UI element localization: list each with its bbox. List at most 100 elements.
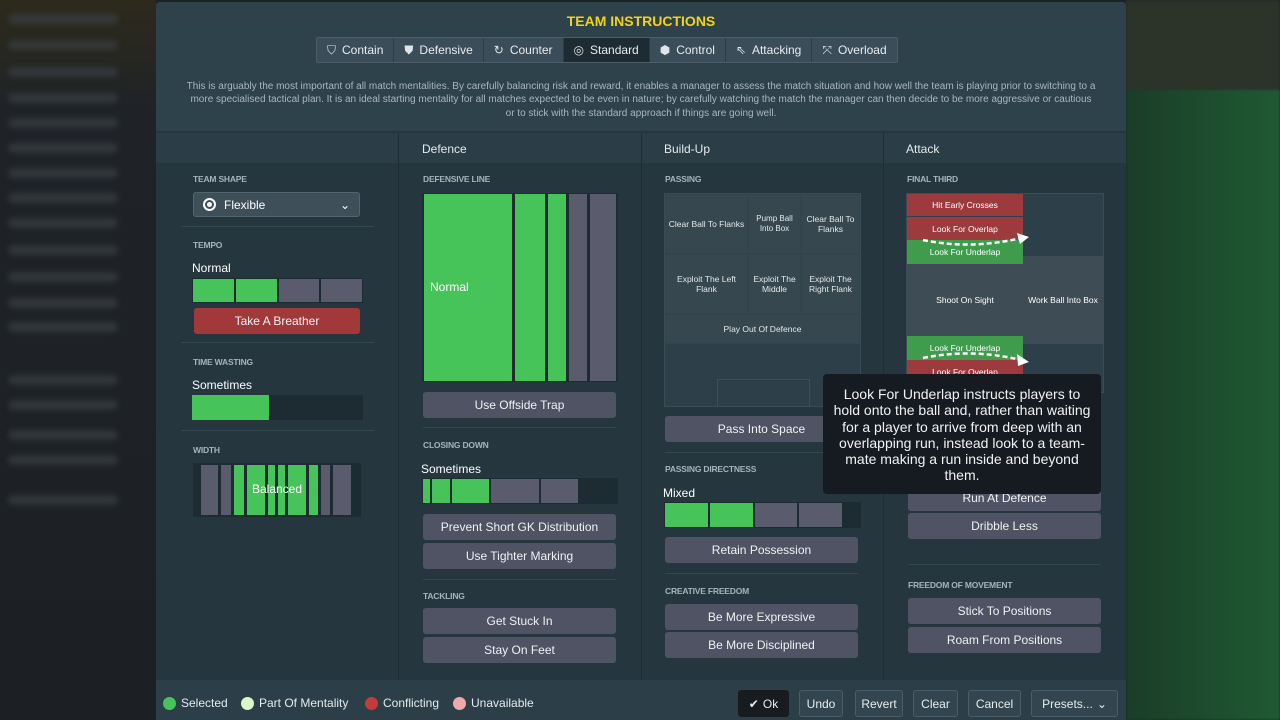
look-for-overlap-top[interactable]: Look For Overlap [907, 217, 1023, 240]
passing-directness-value: Mixed [663, 486, 696, 500]
tab-standard[interactable]: ◎ Standard [563, 38, 650, 62]
tab-overload[interactable]: ⤧ Overload [812, 38, 896, 62]
defensive-line-slider[interactable]: Normal [422, 193, 618, 382]
slider-segment [321, 279, 362, 302]
tab-label: Contain [342, 43, 384, 57]
balance-icon: ◎ [573, 43, 585, 57]
team-shape-label: TEAM SHAPE [193, 174, 247, 184]
passing-directness-label: PASSING DIRECTNESS [665, 464, 757, 474]
passing-pitch: Clear Ball To Flanks Pump Ball Into Box … [664, 193, 861, 407]
legend-label: Selected [181, 696, 228, 710]
pump-ball-into-box[interactable]: Pump Ball Into Box [748, 194, 801, 254]
checkmark-icon: ✔ [748, 696, 759, 711]
slider-segment [278, 279, 320, 302]
play-out-of-defence[interactable]: Play Out Of Defence [665, 314, 860, 344]
roam-from-positions-button[interactable]: Roam From Positions [908, 627, 1101, 653]
undo-button[interactable]: Undo [799, 690, 843, 717]
divider [423, 427, 616, 428]
creative-freedom-label: CREATIVE FREEDOM [665, 586, 750, 596]
red-dot-icon [365, 696, 378, 710]
hit-early-crosses[interactable]: Hit Early Crosses [907, 194, 1023, 216]
column-title-attack: Attack [906, 142, 940, 156]
clear-ball-to-flanks-right[interactable]: Clear Ball To Flanks [801, 194, 860, 254]
divider [398, 133, 399, 682]
tab-control[interactable]: ⬢ Control [650, 38, 726, 62]
dialog-title: TEAM INSTRUCTIONS [566, 13, 716, 29]
dribble-less-button[interactable]: Dribble Less [908, 513, 1101, 539]
team-shape-dropdown[interactable]: Flexible ⌄ [193, 192, 360, 217]
divider [665, 452, 858, 453]
mentality-tabs: ⛉ Contain ⛊ Defensive ↻ Counter ◎ Standard ⬢… [316, 37, 898, 63]
team-shape-value: Flexible [224, 197, 266, 212]
width-slider[interactable]: Balanced [193, 463, 361, 517]
slider-segment [665, 503, 708, 527]
ok-button[interactable]: ✔ Ok [738, 690, 789, 717]
legend-label: Unavailable [471, 696, 534, 710]
target-icon [203, 198, 216, 211]
retain-possession-button[interactable]: Retain Possession [665, 537, 858, 563]
stick-to-positions-button[interactable]: Stick To Positions [908, 598, 1101, 624]
tab-label: Control [676, 43, 715, 57]
take-a-breather-button[interactable]: Take A Breather [194, 308, 360, 334]
divider [181, 226, 374, 227]
shield-icon: ⛊ [404, 42, 414, 57]
width-value: Balanced [251, 482, 303, 496]
time-wasting-label: TIME WASTING [193, 357, 253, 367]
tab-defensive[interactable]: ⛊ Defensive [394, 38, 484, 62]
shoot-on-sight[interactable]: Shoot On Sight [907, 264, 1023, 336]
final-third-label: FINAL THIRD [907, 174, 958, 184]
shield-heart-icon: ⛉ [327, 42, 337, 57]
slider-segment [844, 503, 860, 527]
legend-part-of-mentality: Part Of Mentality [241, 696, 348, 710]
chevron-down-icon: ⌄ [1096, 696, 1107, 711]
legend-conflicting: Conflicting [365, 696, 439, 710]
stay-on-feet-button[interactable]: Stay On Feet [423, 637, 616, 663]
slider-segment [235, 279, 277, 302]
legend-label: Part Of Mentality [259, 696, 349, 710]
slider-segment [799, 503, 842, 527]
exploit-the-right-flank[interactable]: Exploit The Right Flank [801, 254, 860, 314]
be-more-expressive-button[interactable]: Be More Expressive [665, 604, 858, 630]
tab-contain[interactable]: ⛉ Contain [317, 38, 395, 62]
tab-attacking[interactable]: ⇖ Attacking [726, 38, 813, 62]
team-instructions-dialog: TEAM INSTRUCTIONS ⛉ Contain ⛊ Defensive ↻ C… [156, 2, 1126, 720]
arrow-up-left-icon: ⇖ [735, 43, 746, 57]
control-icon: ⬢ [659, 43, 671, 57]
tackling-label: TACKLING [423, 591, 465, 601]
closing-down-value: Sometimes [421, 462, 482, 476]
tempo-slider[interactable] [192, 278, 363, 303]
column-title-defence: Defence [422, 142, 467, 156]
pink-dot-icon [453, 696, 466, 710]
work-ball-into-box[interactable]: Work Ball Into Box [1023, 256, 1103, 344]
defensive-line-value: Normal [430, 280, 469, 294]
slider-segment [754, 503, 798, 527]
get-stuck-in-button[interactable]: Get Stuck In [423, 608, 616, 634]
time-wasting-fill [192, 395, 269, 420]
cancel-button[interactable]: Cancel [968, 690, 1021, 717]
dialog-footer: Selected Part Of Mentality Conflicting U… [156, 680, 1126, 720]
width-label: WIDTH [193, 445, 220, 455]
clear-ball-to-flanks-left[interactable]: Clear Ball To Flanks [665, 194, 748, 254]
defensive-line-label: DEFENSIVE LINE [423, 174, 491, 184]
exploit-the-middle[interactable]: Exploit The Middle [748, 254, 801, 314]
clear-button[interactable]: Clear [913, 690, 958, 717]
tab-counter[interactable]: ↻ Counter [484, 38, 564, 62]
passing-directness-slider[interactable] [664, 502, 861, 528]
divider [423, 579, 616, 580]
prevent-short-gk-distribution-button[interactable]: Prevent Short GK Distribution [423, 514, 616, 540]
exploit-the-left-flank[interactable]: Exploit The Left Flank [665, 254, 748, 314]
closing-down-slider[interactable] [422, 478, 618, 504]
slider-segment [709, 503, 753, 527]
time-wasting-slider[interactable] [192, 395, 363, 420]
dialog-header [156, 2, 1126, 131]
use-tighter-marking-button[interactable]: Use Tighter Marking [423, 543, 616, 569]
tempo-label: TEMPO [193, 240, 223, 250]
be-more-disciplined-button[interactable]: Be More Disciplined [665, 632, 858, 658]
presets-dropdown[interactable]: Presets... ⌄ [1031, 690, 1118, 717]
overload-arrows-icon: ⤧ [822, 42, 832, 57]
ok-label: Ok [762, 696, 779, 711]
revert-button[interactable]: Revert [855, 690, 903, 717]
use-offside-trap-button[interactable]: Use Offside Trap [423, 392, 616, 418]
green-dot-icon [163, 696, 176, 710]
closing-down-label: CLOSING DOWN [423, 440, 489, 450]
